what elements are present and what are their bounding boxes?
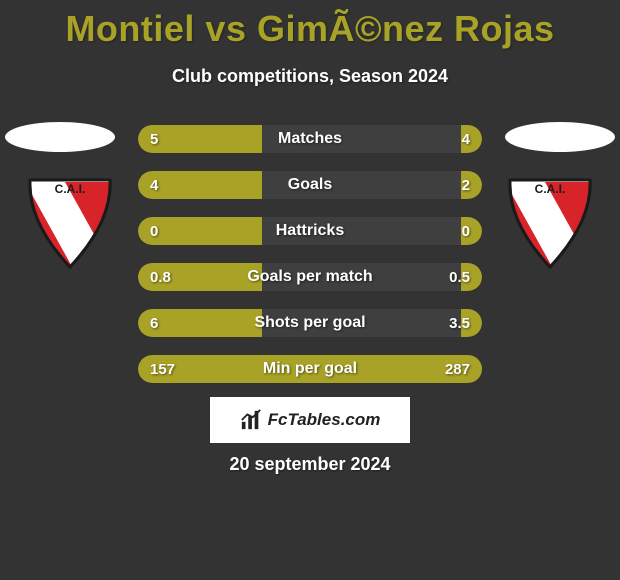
stat-label: Goals <box>138 171 482 199</box>
player-avatar-left <box>5 122 115 152</box>
stat-row: 63.5Shots per goal <box>138 309 482 337</box>
player-avatar-right <box>505 122 615 152</box>
stat-label: Shots per goal <box>138 309 482 337</box>
date-text: 20 september 2024 <box>0 454 620 475</box>
stat-label: Min per goal <box>138 355 482 383</box>
stat-label: Goals per match <box>138 263 482 291</box>
stat-label: Hattricks <box>138 217 482 245</box>
club-shield-left: C.A.I. <box>20 172 120 272</box>
chart-icon <box>240 409 262 431</box>
stat-row: 42Goals <box>138 171 482 199</box>
stat-row: 157287Min per goal <box>138 355 482 383</box>
watermark-text: FcTables.com <box>268 410 381 430</box>
stat-row: 0.80.5Goals per match <box>138 263 482 291</box>
subtitle: Club competitions, Season 2024 <box>0 66 620 87</box>
stats-container: 54Matches 42Goals 00Hattricks 0.80.5Goals p… <box>138 125 482 401</box>
stat-row: 00Hattricks <box>138 217 482 245</box>
stat-row: 54Matches <box>138 125 482 153</box>
stat-label: Matches <box>138 125 482 153</box>
club-shield-right: C.A.I. <box>500 172 600 272</box>
watermark: FcTables.com <box>210 397 410 443</box>
shield-text: C.A.I. <box>535 182 566 196</box>
shield-text: C.A.I. <box>55 182 86 196</box>
page-title: Montiel vs GimÃ©nez Rojas <box>0 0 620 50</box>
